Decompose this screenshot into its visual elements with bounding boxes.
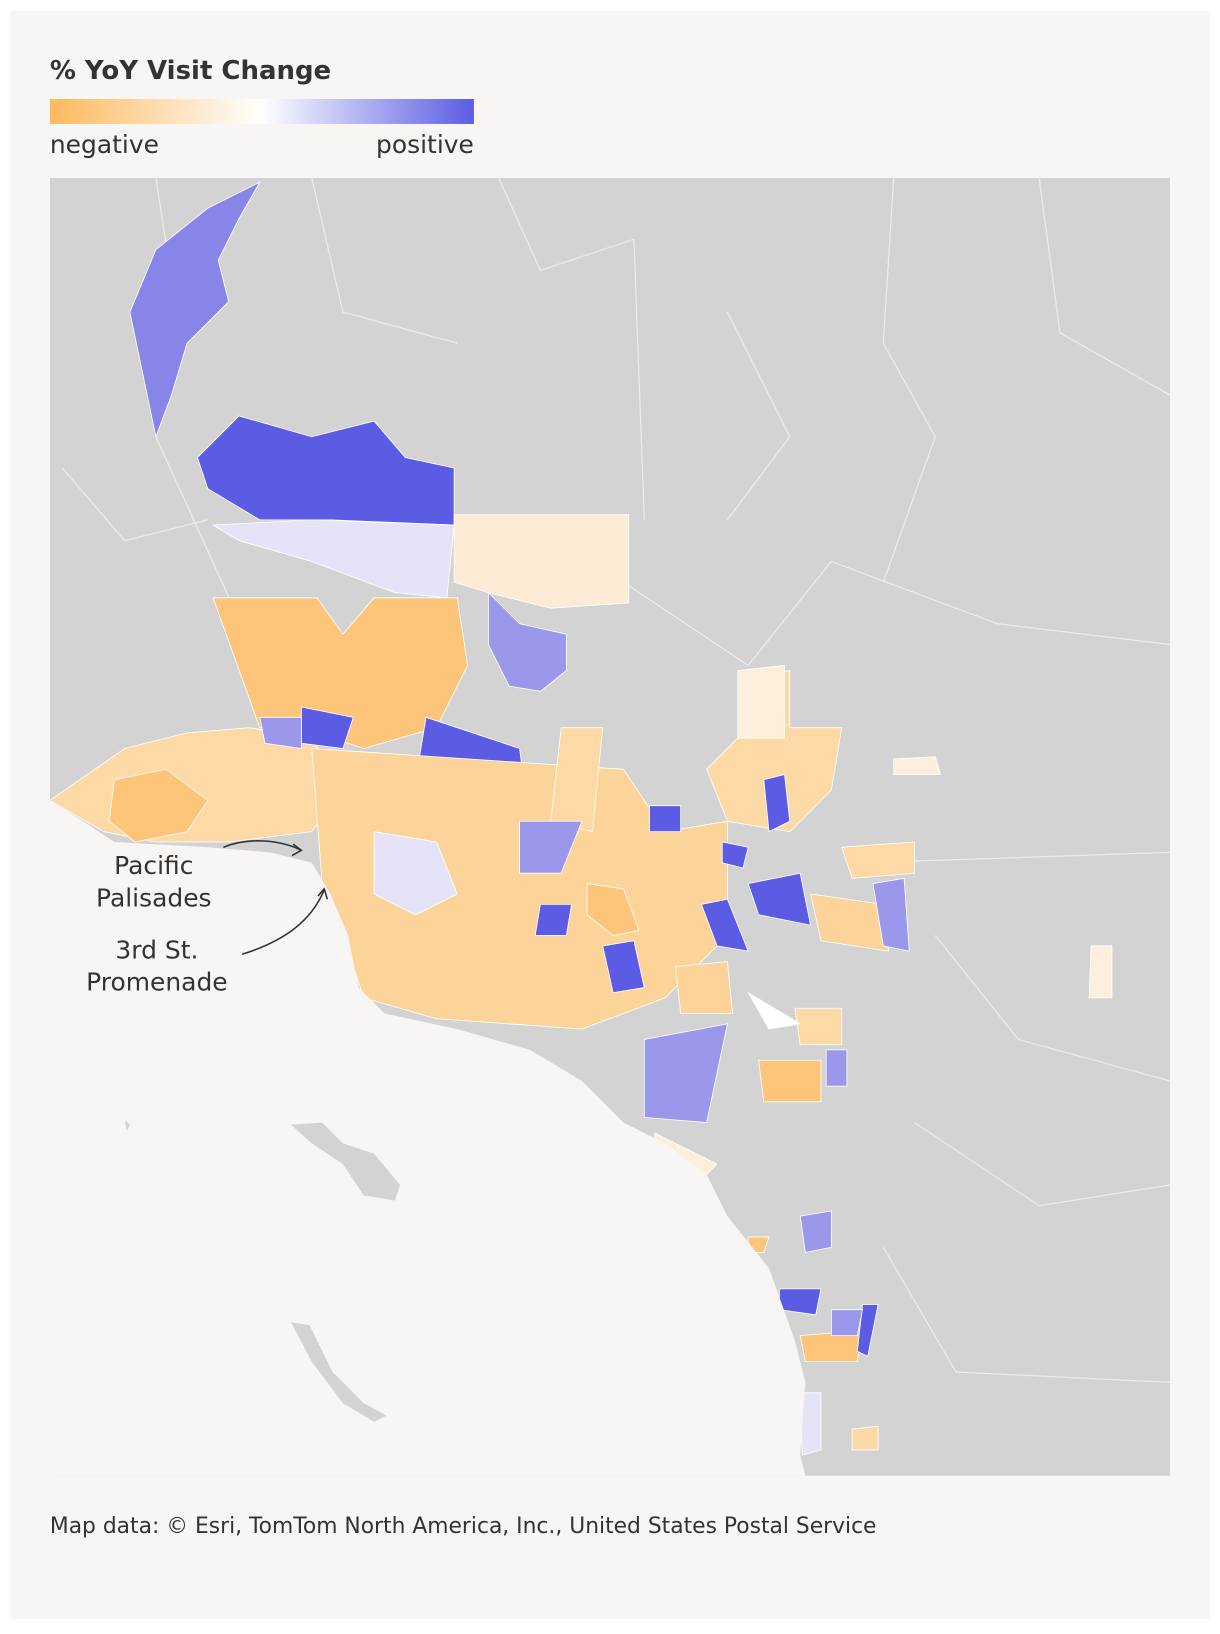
annotation-arrowhead (317, 887, 329, 900)
annotation-arrowhead (291, 843, 303, 857)
footer: Map data: © Esri, TomTom North America, … (50, 1514, 877, 1539)
island (124, 1120, 130, 1131)
map (49, 177, 1171, 1476)
annotation-label: 3rd St. (115, 935, 198, 964)
legend-low-label: negative (50, 130, 159, 159)
annotation-arrow (223, 840, 302, 852)
legend-title: % YoY Visit Change (50, 56, 331, 86)
legend-high-label: positive (376, 130, 474, 159)
annotation-arrow (241, 889, 325, 955)
regions (49, 181, 1113, 1456)
annotation-label: Promenade (86, 968, 227, 997)
annotation-label: Palisades (96, 883, 212, 912)
legend-gradient (49, 99, 474, 124)
ocean (49, 800, 806, 1476)
island (290, 1322, 387, 1422)
island (290, 1122, 401, 1201)
annotation-label: Pacific (114, 851, 193, 880)
